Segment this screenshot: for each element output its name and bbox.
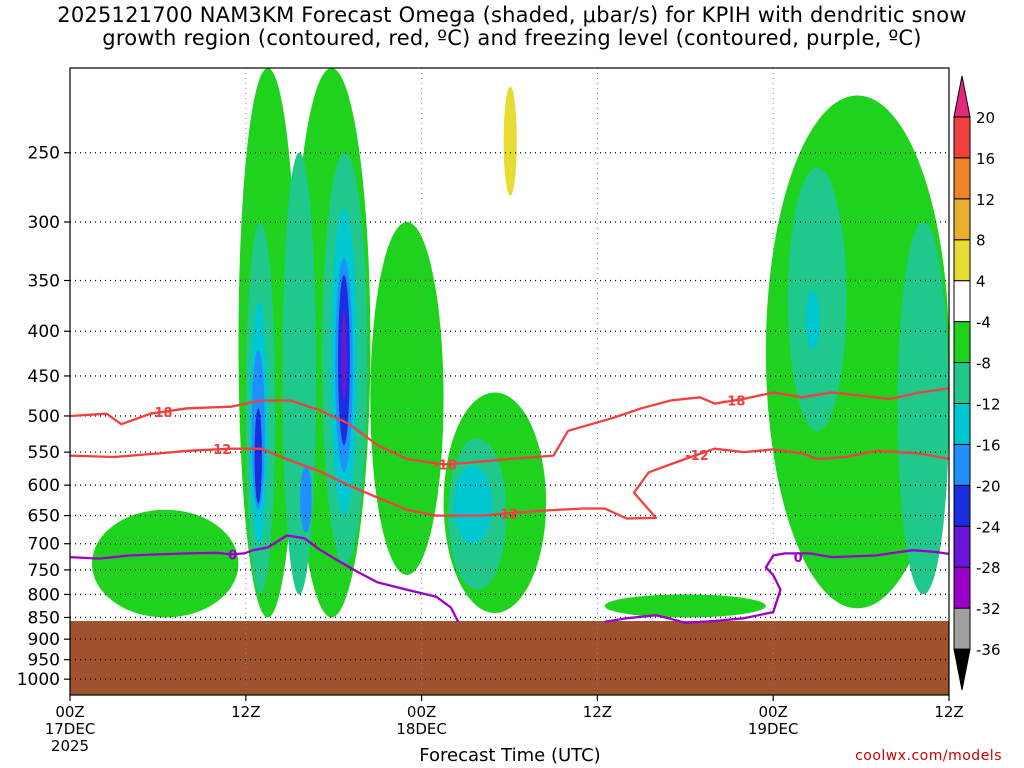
y-tick-label-600: 600 — [28, 476, 60, 496]
x-tick-label-4: 00Z — [759, 703, 788, 721]
y-tick-label-950: 950 — [28, 651, 60, 671]
colorbar-swatch-3 — [953, 525, 971, 568]
colorbar-swatch-6 — [953, 402, 971, 445]
omega-region-24 — [453, 465, 492, 544]
colorbar-level-13: 20 — [976, 109, 995, 127]
colorbar-swatch-0 — [953, 648, 971, 691]
source-credit: coolwx.com/models — [855, 748, 1002, 764]
omega-region-31 — [341, 311, 347, 401]
colorbar-level-8: -4 — [976, 314, 991, 332]
colorbar-swatch-10 — [953, 239, 971, 282]
x-tick-date-4: 19DEC — [748, 720, 799, 738]
colorbar-swatch-8 — [953, 321, 971, 364]
omega-region-15 — [604, 594, 766, 618]
colorbar-level-10: 8 — [976, 232, 986, 250]
x-axis-title: Forecast Time (UTC) — [419, 745, 601, 766]
colorbar-swatch-11 — [953, 198, 971, 241]
y-tick-label-700: 700 — [28, 535, 60, 555]
x-tick-date-0: 17DEC — [45, 720, 96, 738]
y-tick-label-250: 250 — [28, 144, 60, 164]
colorbar-swatch-7 — [953, 362, 971, 404]
colorbar-level-4: -20 — [976, 477, 1001, 495]
omega-region-29 — [254, 408, 262, 504]
x-tick-label-2: 00Z — [407, 703, 436, 721]
y-tick-label-350: 350 — [28, 272, 60, 292]
colorbar-level-9: 4 — [976, 273, 986, 291]
y-tick-label-650: 650 — [28, 507, 60, 527]
colorbar-level-12: 16 — [976, 150, 995, 168]
contour-label-1-1: -18 — [149, 406, 173, 421]
contour-label-3-2: 0 — [794, 551, 803, 566]
contour-line-4 — [604, 549, 949, 624]
colorbar-swatch-4 — [953, 484, 971, 527]
contour-label-2-2: -12 — [495, 507, 519, 522]
x-tick-date-2: 18DEC — [396, 720, 447, 738]
omega-region-4 — [503, 86, 517, 196]
colorbar-level-11: 12 — [976, 191, 995, 209]
y-tick-label-400: 400 — [28, 322, 60, 342]
plot-area: -18 -18 -18 -12 -12 -12 0 0 — [70, 68, 949, 695]
x-tick-label-3: 12Z — [583, 703, 612, 721]
y-tick-label-900: 900 — [28, 630, 60, 650]
omega-region-28 — [300, 465, 312, 533]
contour-line-3 — [70, 534, 460, 623]
chart-title-line-2: growth region (contoured, red, ºC) and f… — [102, 26, 922, 50]
contour-label-1-2: -18 — [433, 458, 457, 473]
omega-region-17 — [282, 152, 317, 595]
colorbar-swatch-14 — [953, 75, 971, 118]
colorbar-swatch-12 — [953, 157, 971, 200]
omega-region-14 — [91, 509, 239, 618]
chart-title-line-1: 2025121700 NAM3KM Forecast Omega (shaded… — [57, 3, 967, 27]
x-tick-label-0: 00Z — [55, 703, 84, 721]
contour-line-2 — [70, 447, 949, 520]
colorbar-swatch-2 — [953, 566, 971, 609]
contour-label-1-3: -18 — [722, 395, 746, 410]
plot-frame — [69, 67, 950, 696]
y-tick-label-300: 300 — [28, 213, 60, 233]
colorbar-level-0: -36 — [976, 641, 1001, 659]
omega-region-6 — [571, 301, 586, 393]
omega-region-25 — [805, 291, 821, 350]
omega-region-5 — [748, 160, 775, 259]
colorbar-swatch-5 — [953, 443, 971, 486]
x-tick-label-1: 12Z — [231, 703, 260, 721]
omega-region-11 — [370, 221, 444, 575]
colorbar-level-6: -12 — [976, 395, 1001, 413]
colorbar-level-5: -16 — [976, 436, 1001, 454]
contour-label-3-1: 0 — [228, 548, 237, 563]
y-tick-label-800: 800 — [28, 585, 60, 605]
y-tick-label-450: 450 — [28, 367, 60, 387]
colorbar-level-3: -24 — [976, 518, 1001, 536]
y-tick-label-500: 500 — [28, 407, 60, 427]
colorbar-level-7: -8 — [976, 355, 991, 373]
colorbar-swatch-9 — [953, 280, 971, 323]
contour-label-2-3: -12 — [685, 449, 709, 464]
y-tick-label-750: 750 — [28, 561, 60, 581]
colorbar-swatch-13 — [953, 116, 971, 159]
omega-region-21 — [897, 221, 949, 595]
x-tick-label-5: 12Z — [934, 703, 963, 721]
colorbar-swatch-1 — [953, 607, 971, 650]
colorbar-level-1: -32 — [976, 600, 1001, 618]
contour-line-1 — [70, 387, 949, 466]
contour-label-2-1: -12 — [208, 443, 232, 458]
x-tick-year-0: 2025 — [51, 737, 89, 755]
colorbar-level-2: -28 — [976, 559, 1001, 577]
y-tick-label-1000: 1000 — [17, 670, 60, 690]
y-tick-label-550: 550 — [28, 443, 60, 463]
below-ground-area — [70, 621, 949, 695]
y-tick-label-850: 850 — [28, 608, 60, 628]
omega-region-2 — [132, 77, 161, 168]
